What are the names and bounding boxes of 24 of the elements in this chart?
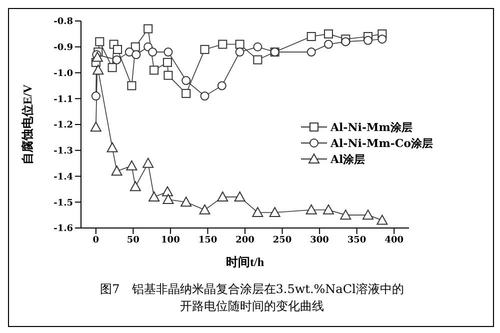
- x-tick-label: 50: [126, 235, 140, 246]
- x-tick-label: 100: [161, 235, 180, 246]
- legend-label: Al涂层: [330, 152, 366, 166]
- y-tick-label: -1.5: [54, 198, 73, 208]
- y-tick-label: -0.8: [54, 17, 73, 28]
- x-tick-label: 350: [347, 235, 366, 246]
- x-tick-label: 0: [92, 235, 100, 246]
- x-tick-label: 150: [198, 235, 218, 246]
- y-axis-title: 自腐蚀电位E/V: [20, 84, 34, 164]
- legend-label: Al-Ni-Mm-Co涂层: [330, 136, 433, 150]
- x-tick-label: 250: [272, 235, 292, 246]
- y-tick-label: -1.0: [54, 68, 73, 79]
- x-axis-title: 时间t/h: [226, 255, 264, 269]
- y-tick-label: -1.1: [54, 94, 73, 105]
- y-tick-label: -1.3: [54, 146, 73, 157]
- x-tick-label: 300: [310, 235, 329, 246]
- y-tick-label: -1.6: [54, 224, 73, 234]
- y-tick-label: -0.9: [54, 43, 73, 54]
- x-tick-label: 200: [236, 235, 254, 246]
- text: 图7 铝基非晶纳米晶复合涂层在3.5wt.%NaCl溶液中的开路电位随时间的变化曲线: [99, 281, 405, 315]
- legend-label: Al-Ni-Mm涂层: [330, 120, 412, 134]
- y-tick-label: -1.4: [54, 172, 73, 182]
- y-tick-label: -1.2: [54, 120, 73, 131]
- x-tick-label: 400: [384, 235, 404, 246]
